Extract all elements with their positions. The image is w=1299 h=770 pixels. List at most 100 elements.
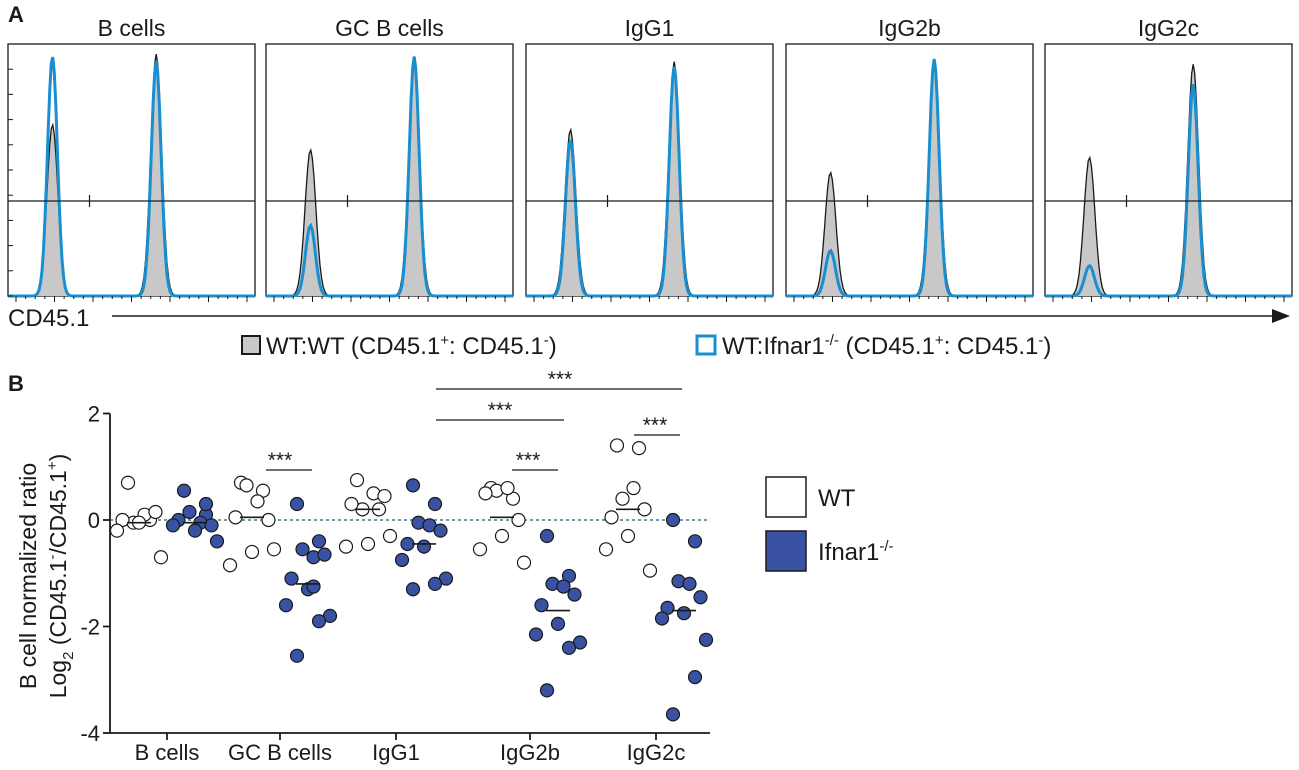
- scatter-point-wt: [494, 528, 510, 544]
- scatter-point-wt: [250, 494, 265, 509]
- y-tick-label: -4: [80, 721, 100, 746]
- scatter-point-ko: [405, 582, 421, 597]
- scatter-point-wt: [615, 491, 630, 506]
- scatter-point-ko: [204, 518, 219, 533]
- scatter-point-ko: [165, 518, 181, 533]
- x-tick-label: IgG2c: [627, 740, 686, 765]
- scatter-point-ko: [665, 512, 681, 528]
- scatter-point-ko: [311, 614, 327, 629]
- scatter-point-ko: [654, 611, 670, 626]
- scatter-point-wt: [349, 472, 365, 488]
- histogram-b-cells: B cells: [7, 15, 256, 302]
- y-axis-title-line1: B cell normalized ratio: [15, 463, 41, 689]
- scatter-point-ko: [176, 483, 192, 498]
- scatter-point-ko: [278, 598, 294, 613]
- y-axis-title-line2: Log2 (CD45.1-/CD45.1+): [44, 454, 77, 699]
- scatter-point-wt: [604, 510, 619, 525]
- scatter-point-wt: [642, 563, 658, 578]
- scatter-point-wt: [109, 523, 125, 538]
- scatter-point-wt: [261, 512, 276, 528]
- scatter-point-wt: [609, 438, 625, 453]
- scatter-point-wt: [120, 475, 136, 490]
- scatter-point-ko: [295, 542, 310, 557]
- scatter-point-wt: [620, 528, 636, 544]
- scatter-point-ko: [567, 587, 582, 602]
- histogram-title: B cells: [98, 15, 166, 41]
- x-tick-label: IgG1: [372, 740, 420, 765]
- significance-label: ***: [516, 449, 541, 472]
- significance-label: ***: [548, 368, 573, 391]
- scatter-point-wt: [626, 480, 641, 496]
- y-axis-title: B cell normalized ratio Log2 (CD45.1-/CD…: [15, 454, 77, 699]
- scatter-point-wt: [478, 486, 493, 501]
- scatter-point-ko: [556, 579, 571, 594]
- scatter-point-wt: [631, 441, 647, 456]
- scatter-point-ko: [209, 534, 225, 549]
- y-tick-label: 0: [88, 508, 100, 533]
- histogram-gc-b-cells: GC B cells: [265, 15, 514, 302]
- legend-a-ko-swatch: [695, 334, 717, 356]
- x-axis-arrow-head: [1272, 309, 1290, 323]
- scatter-point-wt: [244, 544, 260, 560]
- scatter-point-ko: [405, 478, 421, 493]
- scatter-point-ko: [561, 640, 577, 655]
- scatter-point-ko: [433, 523, 448, 538]
- scatter-point-ko: [416, 539, 432, 554]
- scatter-point-ko: [682, 576, 697, 592]
- scatter-point-wt: [360, 536, 376, 552]
- scatter-point-wt: [382, 528, 398, 544]
- scatter-point-ko: [534, 598, 549, 613]
- scatter-point-wt: [344, 496, 359, 512]
- scatter-point-ko: [687, 534, 703, 549]
- legend-b-ko-label: Ifnar1-/-: [818, 538, 894, 566]
- significance-label: ***: [268, 449, 293, 472]
- x-axis-label-cd45: CD45.1: [8, 305, 89, 332]
- scatter-point-wt: [338, 539, 354, 554]
- scatter-point-wt: [266, 542, 282, 557]
- histogram-title: GC B cells: [335, 15, 444, 41]
- histogram-title: IgG1: [625, 15, 675, 41]
- scatter-point-ko: [284, 571, 299, 586]
- scatter-point-ko: [289, 648, 305, 663]
- y-tick-label: 2: [88, 402, 100, 427]
- scatter-point-wt: [598, 542, 614, 557]
- histogram-title: IgG2b: [878, 15, 941, 41]
- x-tick-label: GC B cells: [228, 740, 332, 765]
- histogram-igg2c: IgG2c: [1044, 15, 1293, 302]
- x-tick-label: B cells: [135, 740, 200, 765]
- significance-label: ***: [488, 399, 513, 422]
- scatter-point-wt: [500, 480, 515, 496]
- y-tick-label: -2: [80, 615, 100, 640]
- scatter-point-ko: [676, 606, 692, 621]
- scatter-point-ko: [182, 504, 197, 520]
- scatter-point-ko: [687, 669, 703, 685]
- scatter-point-ko: [698, 632, 714, 647]
- scatter-point-wt: [239, 478, 254, 493]
- scatter-point-ko: [528, 627, 544, 642]
- scatter-point-ko: [427, 496, 443, 512]
- scatter-point-wt: [153, 550, 169, 565]
- scatter-point-ko: [289, 496, 305, 512]
- scatter-point-wt: [516, 555, 532, 570]
- legend-a-ko-text: WT:Ifnar1-/- (CD45.1+: CD45.1-): [722, 332, 1051, 360]
- scatter-point-ko: [394, 552, 410, 568]
- scatter-point-wt: [377, 488, 392, 504]
- scatter-point-ko: [427, 576, 443, 592]
- scatter-point-ko: [539, 528, 555, 544]
- scatter-plot: 2 0 -2 -4 B cells GC B cells IgG1 IgG2b IgG2c ***…: [80, 368, 714, 765]
- histogram-igg2b: IgG2b: [785, 15, 1034, 302]
- scatter-point-ko: [198, 496, 214, 512]
- significance-label: ***: [643, 414, 668, 437]
- scatter-point-ko: [306, 579, 321, 594]
- scatter-point-wt: [222, 558, 238, 573]
- scatter-point-ko: [693, 590, 708, 605]
- scatter-point-wt: [148, 504, 163, 520]
- legend-a-wt-name: WT:WT: [266, 333, 345, 360]
- scatter-point-ko: [539, 683, 555, 698]
- legend-a-wt-swatch: [241, 335, 261, 355]
- scatter-point-wt: [511, 512, 526, 528]
- legend-a-wt-text: WT:WT (CD45.1+: CD45.1-): [266, 332, 557, 360]
- scatter-point-ko: [550, 616, 566, 631]
- panel-b-label: B: [8, 371, 24, 396]
